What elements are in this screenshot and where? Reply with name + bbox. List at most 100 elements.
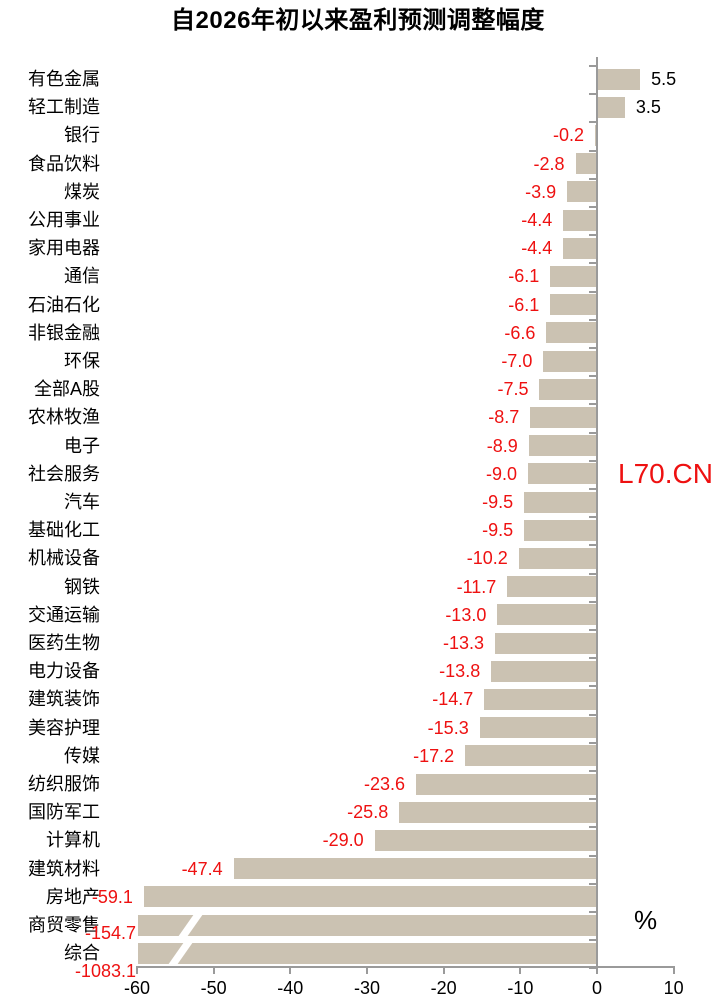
zero-axis-tick: [589, 346, 596, 349]
zero-axis-tick: [589, 741, 596, 744]
zero-axis-tick: [589, 769, 596, 772]
x-axis-tick: [212, 966, 215, 974]
category-label: 国防军工: [28, 802, 100, 823]
bar: [138, 914, 597, 936]
x-axis-tick-label: -60: [123, 978, 150, 998]
bar: [550, 294, 597, 316]
bar: [598, 96, 625, 118]
watermark: L70.CN: [618, 458, 713, 489]
bar: [143, 886, 597, 908]
zero-axis-tick: [589, 431, 596, 434]
category-label: 房地产: [46, 886, 100, 907]
x-axis-tick: [442, 966, 445, 974]
value-label: -59.1: [91, 886, 133, 907]
bar: [550, 265, 597, 287]
value-label: -0.2: [552, 125, 584, 146]
bar: [491, 660, 597, 682]
category-label: 建筑装饰: [28, 689, 100, 710]
value-label: -17.2: [413, 745, 455, 766]
value-label: -154.7: [84, 923, 136, 943]
value-label: -8.7: [488, 407, 520, 428]
value-label: -7.5: [497, 379, 529, 400]
category-label: 商贸零售: [28, 915, 100, 935]
zero-axis-tick: [589, 967, 596, 970]
bar: [138, 942, 597, 964]
zero-axis-tick: [589, 798, 596, 801]
category-label: 食品饮料: [28, 153, 100, 174]
bar: [539, 378, 597, 400]
zero-axis-tick: [589, 93, 596, 96]
zero-axis-tick: [589, 685, 596, 688]
bar: [416, 773, 597, 795]
category-label: 家用电器: [28, 238, 100, 259]
bar: [524, 519, 597, 541]
zero-axis-tick: [589, 487, 596, 490]
category-label: 纺织服饰: [28, 774, 100, 794]
category-label: 医药生物: [28, 633, 100, 653]
category-label: 农林牧渔: [28, 407, 100, 428]
zero-axis-tick: [589, 234, 596, 237]
x-axis-line: [137, 966, 674, 968]
bar: [495, 632, 597, 654]
zero-axis-tick: [589, 544, 596, 547]
zero-axis-tick: [589, 64, 596, 67]
bar: [598, 68, 641, 90]
value-label: -25.8: [347, 802, 389, 823]
value-label: -9.5: [482, 520, 514, 541]
value-label: -11.7: [456, 576, 497, 597]
value-label: -4.4: [521, 210, 553, 230]
bar: [374, 829, 597, 851]
bar: [527, 463, 597, 485]
category-label: 传媒: [64, 745, 100, 766]
x-axis-tick-label: -40: [277, 978, 304, 998]
category-label: 基础化工: [28, 520, 100, 541]
value-label: -6.1: [508, 266, 540, 287]
value-label: -1083.1: [74, 961, 136, 982]
zero-axis-tick: [589, 713, 596, 716]
category-label: 社会服务: [28, 463, 100, 484]
category-label: 电子: [64, 435, 100, 456]
zero-axis-tick: [589, 459, 596, 462]
zero-axis-tick: [589, 628, 596, 631]
bar: [567, 181, 597, 203]
bar: [563, 237, 597, 259]
x-axis-tick-label: -30: [353, 978, 380, 998]
category-label: 轻工制造: [28, 97, 100, 118]
x-axis-tick: [289, 966, 292, 974]
category-label: 钢铁: [64, 576, 100, 597]
value-label: -14.7: [432, 689, 474, 710]
zero-axis-tick: [589, 121, 596, 124]
category-label: 机械设备: [28, 548, 100, 569]
x-axis-tick: [596, 966, 598, 974]
category-label: 电力设备: [28, 661, 100, 682]
category-label: 综合: [64, 943, 100, 964]
unit-label: %: [634, 905, 658, 935]
x-axis-tick: [135, 966, 138, 974]
value-label: -6.1: [508, 294, 540, 315]
zero-axis-tick: [589, 177, 596, 180]
category-label: 建筑材料: [28, 858, 100, 879]
bar: [575, 153, 597, 175]
bar: [497, 604, 597, 626]
zero-axis-tick: [589, 205, 596, 208]
x-axis-tick: [519, 966, 522, 974]
x-axis-tick-label: -50: [200, 978, 227, 998]
zero-axis-tick: [589, 939, 596, 942]
category-label: 有色金属: [28, 69, 100, 89]
category-label: 全部A股: [33, 379, 100, 400]
value-label: -29.0: [322, 830, 364, 851]
value-label: -13.0: [445, 604, 487, 625]
x-axis-tick: [672, 966, 675, 974]
bar: [479, 717, 597, 739]
zero-axis-tick: [589, 572, 596, 575]
value-label: -2.8: [533, 153, 565, 174]
zero-axis-tick: [589, 516, 596, 519]
bar: [507, 576, 597, 598]
value-label: -15.3: [427, 717, 469, 738]
bar: [233, 858, 597, 880]
bar: [518, 547, 597, 569]
value-label: -7.0: [501, 351, 533, 371]
value-label: -8.9: [486, 435, 518, 456]
bar: [530, 406, 597, 428]
